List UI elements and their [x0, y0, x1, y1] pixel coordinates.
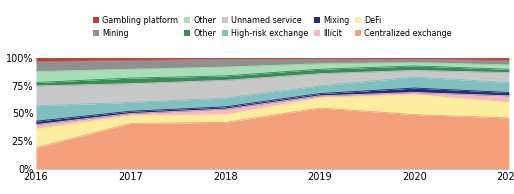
Legend: Gambling platform, Mining, Other, Other, Unnamed service, High-risk exchange, Mi: Gambling platform, Mining, Other, Other,… — [93, 16, 452, 38]
